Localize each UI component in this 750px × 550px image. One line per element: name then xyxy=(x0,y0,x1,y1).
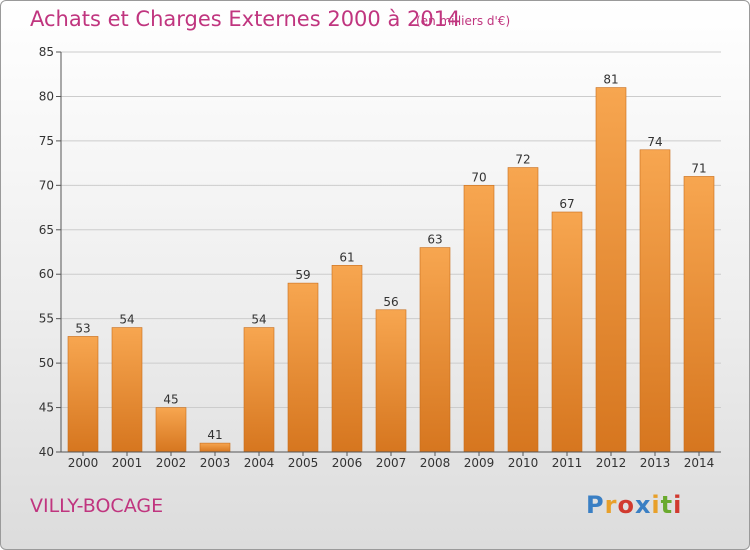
data-label-2007: 56 xyxy=(383,295,398,309)
y-tick-label: 85 xyxy=(39,45,54,59)
x-tick-label-2013: 2013 xyxy=(640,456,671,470)
bar-2005 xyxy=(287,282,319,453)
bars: 53 54 45 41 54 59 61 56 63 70 72 67 81 74 71 xyxy=(67,73,715,453)
x-tick-label-2003: 2003 xyxy=(200,456,231,470)
data-label-2004: 54 xyxy=(251,313,266,327)
bar-2011 xyxy=(551,211,583,453)
y-tick-label: 70 xyxy=(39,178,54,192)
bar-2009 xyxy=(463,185,495,453)
data-label-2001: 54 xyxy=(119,313,134,327)
data-label-2000: 53 xyxy=(75,321,90,335)
x-tick-label-2006: 2006 xyxy=(332,456,363,470)
data-label-2013: 74 xyxy=(647,135,662,149)
x-tick-label-2001: 2001 xyxy=(112,456,143,470)
logo-letter: i xyxy=(673,491,683,519)
bar-2010 xyxy=(507,167,539,453)
chart-title: Achats et Charges Externes 2000 à 2014 xyxy=(30,7,461,31)
logo-letter: o xyxy=(617,491,635,519)
x-tick-label-2004: 2004 xyxy=(244,456,275,470)
logo-letter: t xyxy=(660,491,674,519)
y-tick-label: 55 xyxy=(39,312,54,326)
x-tick-label-2009: 2009 xyxy=(464,456,495,470)
y-tick-label: 65 xyxy=(39,223,54,237)
y-tick-label: 80 xyxy=(39,89,54,103)
x-tick-label-2011: 2011 xyxy=(552,456,583,470)
bar-2008 xyxy=(419,247,451,453)
y-tick-label: 40 xyxy=(39,445,54,459)
data-label-2008: 63 xyxy=(427,233,442,247)
logo-letter: x xyxy=(634,491,652,519)
x-tick-label-2007: 2007 xyxy=(376,456,407,470)
axes: 40 45 50 55 60 65 70 75 80 85 2000 2001 2002 2003 2004… xyxy=(39,45,721,470)
logo-letter: r xyxy=(604,491,618,519)
data-label-2009: 70 xyxy=(471,170,486,184)
x-tick-label-2005: 2005 xyxy=(288,456,319,470)
chart-subtitle: (en milliers d'€) xyxy=(416,14,511,28)
x-tick-label-2000: 2000 xyxy=(68,456,99,470)
data-label-2005: 59 xyxy=(295,268,310,282)
bar-2013 xyxy=(639,149,671,453)
logo-letter: P xyxy=(586,491,605,519)
bar-2014 xyxy=(683,176,715,453)
y-tick-label: 60 xyxy=(39,267,54,281)
data-label-2014: 71 xyxy=(691,161,706,175)
bar-2000 xyxy=(67,336,99,453)
x-tick-label-2010: 2010 xyxy=(508,456,539,470)
data-label-2003: 41 xyxy=(207,428,222,442)
x-tick-label-2014: 2014 xyxy=(684,456,715,470)
y-tick-label: 75 xyxy=(39,134,54,148)
x-tick-label-2012: 2012 xyxy=(596,456,627,470)
bar-2001 xyxy=(111,327,143,453)
x-tick-label-2008: 2008 xyxy=(420,456,451,470)
bar-2012 xyxy=(595,87,627,453)
y-tick-label: 45 xyxy=(39,401,54,415)
bar-2004 xyxy=(243,327,275,453)
data-label-2012: 81 xyxy=(603,73,618,87)
y-tick-label: 50 xyxy=(39,356,54,370)
data-label-2010: 72 xyxy=(515,153,530,167)
bar-2007 xyxy=(375,309,407,453)
data-label-2006: 61 xyxy=(339,250,354,264)
x-tick-label-2002: 2002 xyxy=(156,456,187,470)
bar-2002 xyxy=(155,407,187,453)
data-label-2002: 45 xyxy=(163,393,178,407)
proxiti-logo[interactable]: Proxiti xyxy=(586,491,682,519)
bar-2006 xyxy=(331,265,363,453)
commune-name: VILLY-BOCAGE xyxy=(30,495,164,517)
data-label-2011: 67 xyxy=(559,197,574,211)
bar-2003 xyxy=(199,442,231,453)
logo-letter: i xyxy=(651,491,661,519)
